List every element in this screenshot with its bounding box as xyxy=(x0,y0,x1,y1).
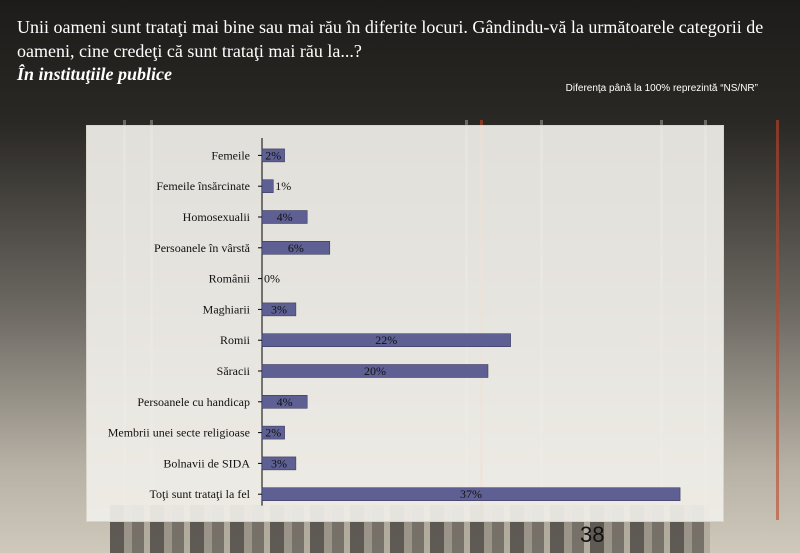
bar xyxy=(261,364,489,378)
bar xyxy=(261,487,681,501)
page-number: 38 xyxy=(580,522,605,547)
category-label: Femeile xyxy=(211,148,250,162)
value-label: 20% xyxy=(364,364,386,378)
background-stripe xyxy=(776,120,779,520)
category-label: Românii xyxy=(209,272,251,286)
bar xyxy=(261,425,285,440)
value-label: 3% xyxy=(271,302,287,316)
value-label: 1% xyxy=(275,179,291,193)
bar xyxy=(261,302,297,317)
value-label: 0% xyxy=(264,272,280,286)
bars-group: Femeile 2% Femeile însărcinate 1% Homosexual… xyxy=(108,148,681,501)
value-label: 4% xyxy=(277,210,293,224)
category-label: Maghiarii xyxy=(203,302,251,316)
value-label: 6% xyxy=(288,241,304,255)
category-label: Femeile însărcinate xyxy=(156,179,250,193)
category-label: Săracii xyxy=(217,364,251,378)
category-label: Membrii unei secte religioase xyxy=(108,426,250,440)
bar xyxy=(261,456,297,471)
value-label: 3% xyxy=(271,456,287,470)
slide-subtitle: În instituţiile publice xyxy=(17,64,173,84)
slide-header: Unii oameni sunt trataţi mai bine sau ma… xyxy=(17,15,787,85)
bar xyxy=(261,333,511,347)
category-label: Persoanele în vârstă xyxy=(154,241,251,255)
category-label: Persoanele cu handicap xyxy=(137,395,250,409)
value-label: 2% xyxy=(265,148,281,162)
category-label: Toţi sunt trataţi la fel xyxy=(150,487,251,501)
bar-chart: Femeile 2% Femeile însărcinate 1% Homosexual… xyxy=(108,138,681,506)
category-label: Romii xyxy=(220,333,251,347)
bar xyxy=(261,148,285,163)
bar xyxy=(261,210,308,224)
value-label: 22% xyxy=(375,333,397,347)
value-label: 2% xyxy=(265,426,281,440)
category-label: Homosexualii xyxy=(183,210,251,224)
slide-note: Diferenţa până la 100% reprezintă “NS/NR… xyxy=(565,83,758,94)
slide-question: Unii oameni sunt trataţi mai bine sau ma… xyxy=(17,17,764,61)
value-label: 37% xyxy=(460,487,482,501)
category-label: Bolnavii de SIDA xyxy=(163,456,250,470)
bar xyxy=(261,395,308,409)
bar xyxy=(261,179,274,193)
chart-panel xyxy=(86,125,724,522)
value-label: 4% xyxy=(277,395,293,409)
bar xyxy=(261,241,331,255)
